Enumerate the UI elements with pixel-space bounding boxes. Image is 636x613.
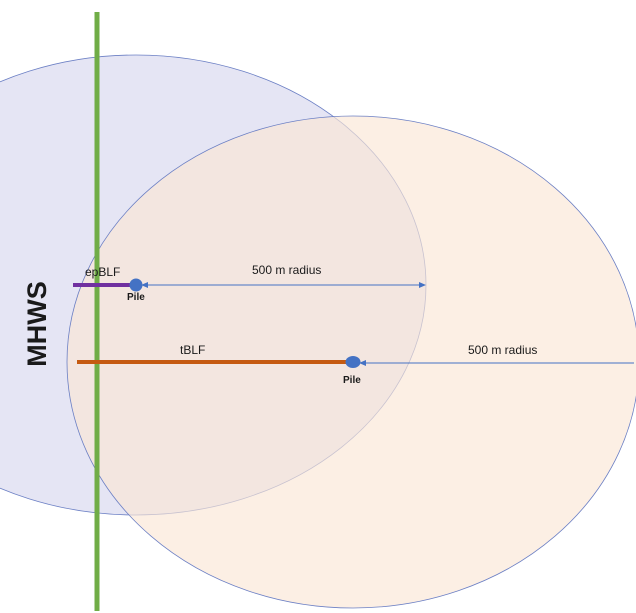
epblf-pile-marker	[129, 278, 143, 292]
epblf-radius-arrow	[141, 282, 426, 288]
tblf-radius-arrow	[359, 360, 634, 366]
tblf-label: tBLF	[180, 343, 205, 357]
tblf-pile-label: Pile	[343, 375, 361, 386]
epblf-radius-label: 500 m radius	[252, 263, 321, 277]
tblf-radius-label: 500 m radius	[468, 343, 537, 357]
tblf-pile-marker	[345, 356, 361, 368]
mhws-label: MHWS	[22, 281, 52, 366]
epblf-label: epBLF	[85, 265, 120, 279]
epblf-pile-label: Pile	[127, 292, 145, 303]
